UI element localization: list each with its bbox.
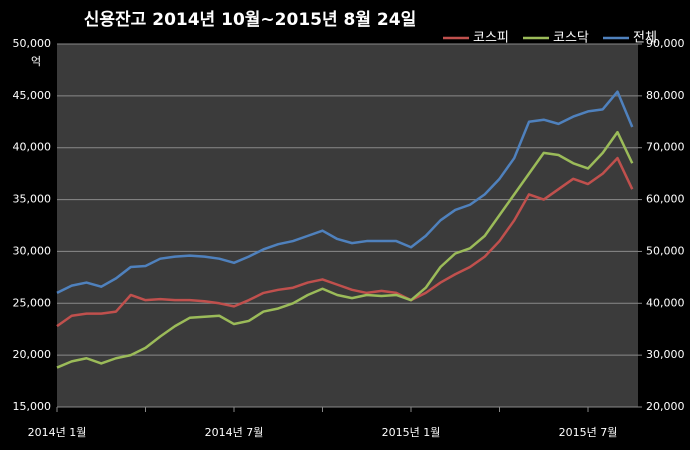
y-tick-label: 20,000	[13, 348, 52, 361]
x-tick-label: 2015년 1월	[382, 426, 441, 439]
y2-tick-label: 40,000	[646, 296, 685, 309]
y-tick-label: 35,000	[13, 193, 52, 206]
data-line	[56, 156, 634, 328]
legend-label: 코스피	[473, 31, 509, 46]
y2-tick-label: 30,000	[646, 348, 685, 361]
y-tick-label: 40,000	[13, 141, 52, 154]
y2-tick-label: 90,000	[646, 37, 685, 50]
legend-label: 전체	[633, 31, 657, 46]
y-tick-label: 45,000	[13, 89, 52, 102]
x-tick-label: 2014년 7월	[205, 426, 264, 439]
data-line	[56, 90, 634, 295]
y2-tick-label: 20,000	[646, 400, 685, 413]
chart-title: 신용잔고 2014년 10월~2015년 8월 24일	[84, 10, 416, 30]
x-tick-label: 2014년 1월	[28, 426, 87, 439]
y-tick-label: 30,000	[13, 244, 52, 257]
y2-tick-label: 70,000	[646, 141, 685, 154]
y2-tick-label: 60,000	[646, 193, 685, 206]
data-line	[56, 130, 634, 369]
y2-tick-label: 50,000	[646, 244, 685, 257]
y-axis-unit: 억	[31, 55, 41, 68]
y-tick-label: 15,000	[13, 400, 52, 413]
y-tick-label: 50,000	[13, 37, 52, 50]
y-tick-label: 25,000	[13, 296, 52, 309]
legend-label: 코스닥	[553, 31, 589, 46]
y2-tick-label: 80,000	[646, 89, 685, 102]
x-tick-label: 2015년 7월	[559, 426, 618, 439]
plot-area	[57, 44, 638, 407]
